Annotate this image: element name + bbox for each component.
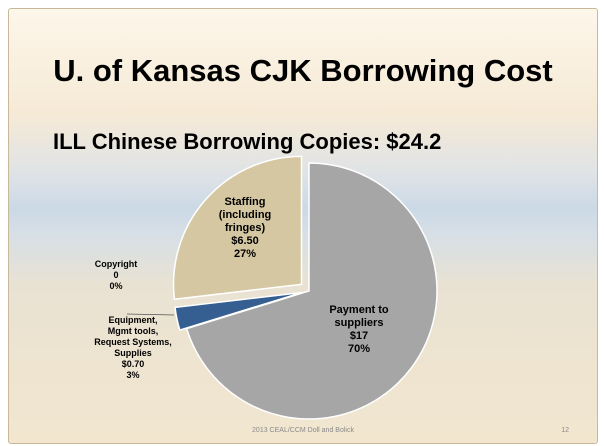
data-label-staffing: Staffing (including fringes) $6.50 27% [219,196,272,260]
leader-line-copyright [126,313,175,316]
pie-slice-equipment [174,291,303,332]
page-number: 12 [561,427,569,434]
data-label-payment: Payment to suppliers $17 70% [329,304,389,355]
pie-chart: Payment to suppliers $17 70% Equipment, Mgmt … [94,155,438,420]
pie-slice-staffing [172,155,303,301]
data-label-copyright: Copyright 0 0% [95,259,138,291]
slide-footer: 2013 CEAL/CCM Doll and Bolick [252,427,354,434]
slide-subtitle: ILL Chinese Borrowing Copies: $24.2 [53,129,442,154]
slide-title: U. of Kansas CJK Borrowing Cost [53,53,553,88]
pie-slice-payment [185,162,438,420]
slide: U. of Kansas CJK Borrowing Cost ILL Chin… [8,8,598,444]
data-label-equipment: Equipment, Mgmt tools, Request Systems, Sup… [94,315,172,380]
